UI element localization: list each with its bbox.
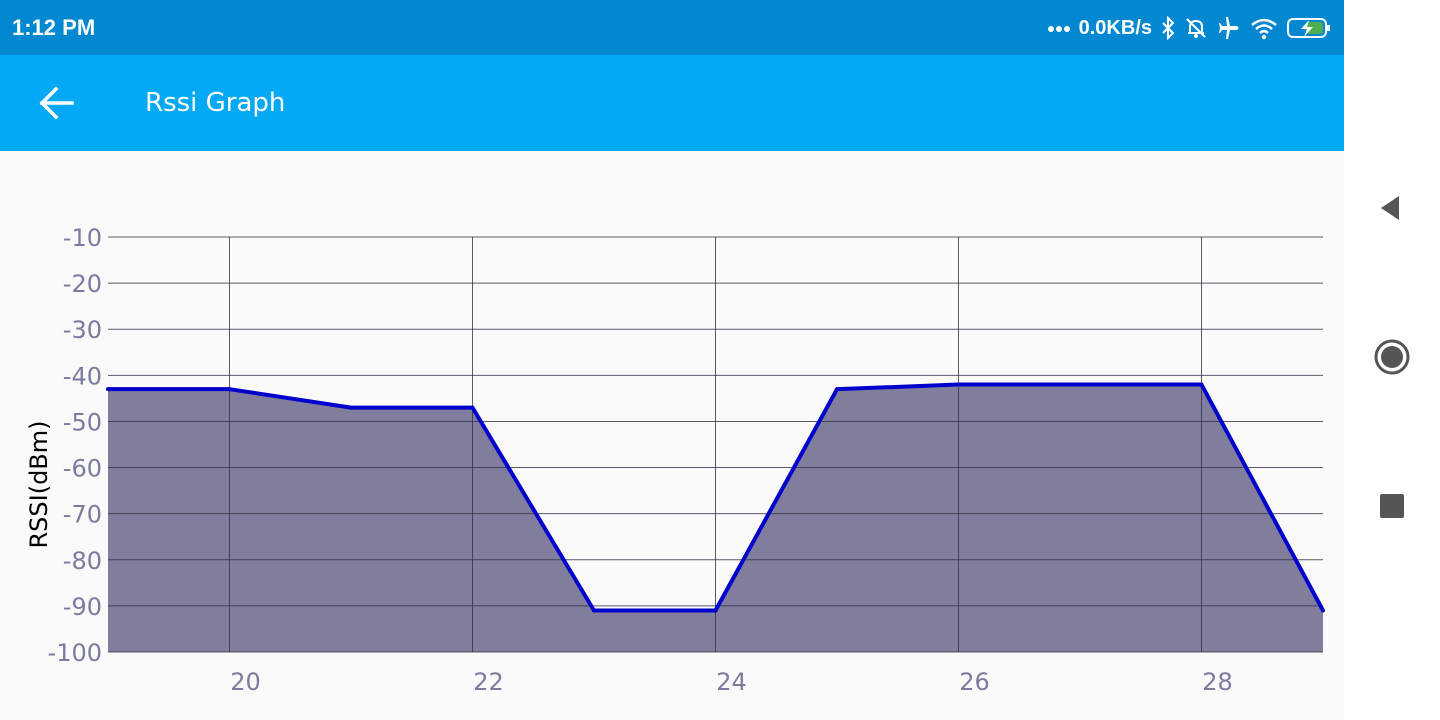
series-area-fill <box>108 384 1323 652</box>
nav-back-triangle-icon <box>1377 193 1407 228</box>
y-tick-label: -40 <box>63 362 102 390</box>
y-tick-label: -10 <box>63 224 102 252</box>
status-icons: 0.0KB/s <box>1047 12 1332 44</box>
rssi-chart: -10 -20 -30 -40 -50 -60 -70 -80 -90 -100 20 22 24 26 2… <box>25 224 1325 696</box>
graph-content: -10 -20 -30 -40 -50 -60 -70 -80 -90 -100 20 22 24 26 2… <box>0 151 1344 720</box>
nav-recents-button[interactable] <box>1362 478 1422 538</box>
bluetooth-icon <box>1160 16 1176 40</box>
bell-off-icon <box>1184 16 1208 40</box>
x-tick-label: 26 <box>959 668 990 696</box>
x-tick-label: 20 <box>230 668 261 696</box>
data-point <box>835 387 839 392</box>
data-point <box>1199 382 1204 387</box>
y-tick-label: -30 <box>63 316 102 344</box>
y-tick-label: -90 <box>63 593 102 621</box>
y-tick-label: -20 <box>63 270 102 298</box>
data-point <box>106 387 110 392</box>
nav-back-button[interactable] <box>1362 180 1422 240</box>
x-tick-label: 24 <box>716 668 747 696</box>
arrow-left-icon <box>30 86 82 129</box>
nav-recents-square-icon <box>1379 493 1405 524</box>
battery-charging-icon <box>1286 16 1332 40</box>
net-speed: 0.0KB/s <box>1078 16 1152 39</box>
app-bar: Rssi Graph <box>0 55 1344 151</box>
data-point <box>1321 608 1325 613</box>
data-point <box>713 608 718 613</box>
airplane-icon <box>1216 16 1242 40</box>
nav-home-circle-icon <box>1373 338 1411 381</box>
data-point <box>1078 382 1082 387</box>
data-point <box>592 608 596 613</box>
y-tick-label: -60 <box>63 455 102 483</box>
navigation-bar <box>1344 0 1440 720</box>
back-button[interactable] <box>30 81 82 125</box>
data-point <box>227 387 232 392</box>
status-time: 1:12 PM <box>12 15 96 40</box>
y-tick-label: -80 <box>63 547 102 575</box>
y-tick-label: -70 <box>63 501 102 529</box>
y-tick-label: -100 <box>48 639 102 667</box>
page-title: Rssi Graph <box>145 88 286 118</box>
nav-home-button[interactable] <box>1362 329 1422 389</box>
status-bar: 1:12 PM 0.0KB/s <box>0 0 1344 55</box>
data-point <box>956 382 961 387</box>
data-point <box>349 405 353 410</box>
y-axis-label: RSSI(dBm) <box>25 420 53 548</box>
y-tick-label: -50 <box>63 408 102 436</box>
more-dots-icon <box>1047 23 1071 33</box>
wifi-icon <box>1250 16 1278 40</box>
data-point <box>470 405 475 410</box>
x-tick-label: 22 <box>473 668 504 696</box>
x-tick-label: 28 <box>1202 668 1233 696</box>
